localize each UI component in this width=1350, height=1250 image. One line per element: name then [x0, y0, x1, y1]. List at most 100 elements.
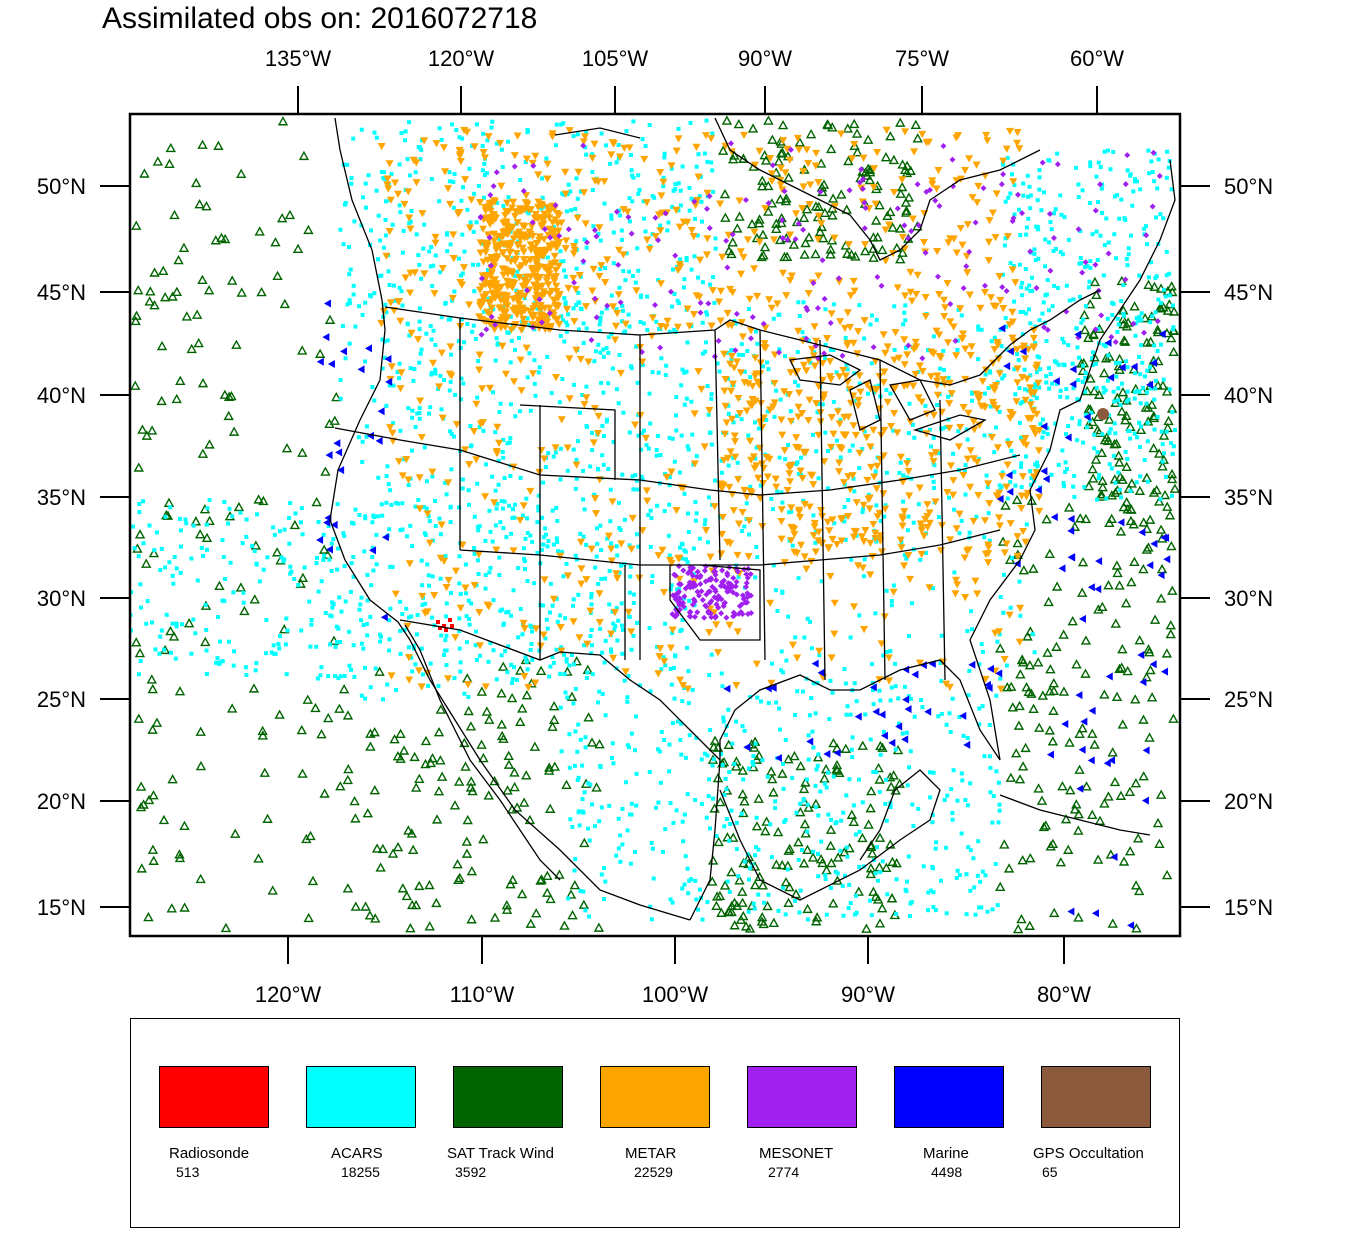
acars-obs — [1043, 293, 1048, 298]
acars-obs — [672, 327, 677, 332]
acars-obs — [710, 131, 715, 136]
acars-obs — [407, 173, 412, 178]
acars-obs — [648, 421, 653, 426]
acars-obs — [697, 194, 702, 199]
sat-track-wind-obs — [784, 843, 795, 854]
metar-obs — [528, 266, 537, 275]
acars-obs — [545, 626, 550, 631]
acars-obs — [871, 702, 876, 707]
acars-obs — [1138, 401, 1143, 406]
sat-track-wind-obs — [343, 763, 354, 774]
sat-track-wind-obs — [903, 192, 915, 202]
metar-obs — [476, 249, 485, 257]
sat-track-wind-obs — [753, 218, 765, 228]
acars-obs — [543, 465, 548, 470]
metar-obs — [787, 523, 796, 532]
metar-obs — [736, 369, 745, 377]
acars-obs — [638, 683, 643, 688]
acars-obs — [1124, 257, 1129, 261]
metar-obs — [513, 311, 522, 319]
acars-obs — [353, 507, 358, 512]
acars-obs — [341, 242, 346, 247]
sat-track-wind-obs — [148, 855, 159, 865]
metar-obs — [429, 359, 438, 367]
acars-obs — [525, 128, 530, 132]
sat-track-wind-obs — [1077, 723, 1088, 733]
acars-obs — [423, 601, 428, 606]
sat-track-wind-obs — [757, 229, 769, 239]
acars-obs — [946, 394, 951, 399]
sat-track-wind-obs — [1161, 869, 1173, 880]
metar-obs — [536, 642, 545, 650]
acars-obs — [755, 555, 760, 560]
acars-obs — [342, 534, 347, 538]
metar-obs — [541, 313, 550, 321]
metar-obs — [849, 533, 858, 541]
acars-obs — [950, 817, 955, 822]
acars-obs — [609, 649, 614, 654]
sat-track-wind-obs — [731, 900, 743, 911]
sat-track-wind-obs — [1060, 813, 1072, 824]
metar-obs — [472, 456, 481, 464]
sat-track-wind-obs — [771, 223, 782, 233]
sat-track-wind-obs — [846, 249, 857, 259]
sat-track-wind-obs — [1134, 635, 1145, 645]
acars-obs — [488, 529, 493, 534]
sat-track-wind-obs — [1117, 314, 1129, 324]
acars-obs — [1017, 262, 1022, 267]
acars-obs — [672, 665, 676, 670]
acars-obs — [371, 568, 376, 573]
sat-track-wind-obs — [369, 726, 380, 737]
acars-obs — [688, 120, 693, 125]
metar-obs — [1006, 520, 1015, 528]
metar-obs — [572, 461, 581, 469]
sat-track-wind-obs — [136, 863, 147, 873]
metar-obs — [995, 522, 1004, 530]
acars-obs — [1171, 327, 1175, 332]
acars-obs — [794, 462, 799, 467]
acars-obs — [889, 603, 894, 608]
acars-obs — [438, 270, 443, 275]
acars-obs — [309, 618, 314, 622]
acars-obs — [400, 303, 405, 308]
metar-obs — [662, 473, 671, 481]
acars-obs — [1159, 342, 1163, 347]
metar-obs — [554, 262, 563, 270]
acars-obs — [426, 514, 431, 519]
acars-obs — [1091, 350, 1095, 355]
acars-obs — [939, 633, 944, 638]
metar-obs — [766, 599, 775, 607]
acars-obs — [873, 871, 878, 876]
sat-track-wind-obs — [228, 426, 240, 436]
acars-obs — [1010, 172, 1014, 177]
acars-obs — [828, 678, 833, 683]
metar-obs — [627, 628, 636, 636]
sat-track-wind-obs — [1026, 688, 1037, 698]
acars-obs — [729, 348, 734, 353]
acars-obs — [747, 866, 752, 871]
sat-track-wind-obs — [1164, 510, 1176, 520]
acars-obs — [1017, 420, 1022, 425]
metar-obs — [386, 424, 395, 432]
sat-track-wind-obs — [886, 893, 898, 903]
metar-obs — [603, 256, 612, 264]
metar-obs — [545, 304, 554, 312]
acars-obs — [740, 724, 745, 729]
metar-obs — [395, 297, 404, 306]
metar-obs — [940, 313, 949, 321]
sat-track-wind-obs — [798, 783, 810, 794]
acars-obs — [960, 778, 965, 783]
metar-obs — [794, 403, 803, 411]
acars-obs — [986, 386, 991, 391]
metar-obs — [552, 282, 561, 290]
sat-track-wind-obs — [324, 314, 336, 324]
acars-obs — [1078, 294, 1082, 299]
acars-obs — [418, 351, 423, 356]
sat-track-wind-obs — [1032, 657, 1044, 667]
sat-track-wind-obs — [1115, 790, 1127, 800]
metar-obs — [435, 383, 444, 391]
metar-obs — [941, 304, 950, 312]
sat-track-wind-obs — [905, 165, 916, 175]
acars-obs — [494, 141, 499, 146]
acars-obs — [1162, 451, 1167, 456]
